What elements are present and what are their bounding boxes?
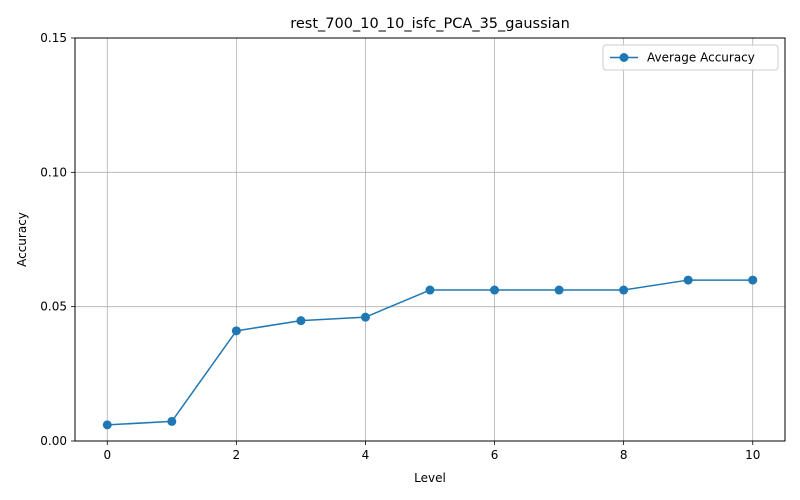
data-point (425, 285, 435, 295)
legend-box (602, 44, 779, 71)
data-point (619, 285, 629, 295)
plot-frame (74, 37, 786, 442)
x-tick-label: 2 (233, 448, 241, 462)
y-tick-label: 0.15 (40, 31, 67, 45)
data-point (554, 285, 564, 295)
legend-marker (619, 53, 629, 62)
x-tick-label: 8 (620, 448, 628, 462)
y-axis-label: Accuracy (15, 212, 29, 267)
y-tick-label: 0.05 (40, 300, 67, 314)
data-point (296, 316, 306, 326)
x-tick-label: 6 (491, 448, 499, 462)
data-point (102, 420, 112, 430)
data-point (167, 416, 177, 426)
data-point (360, 312, 370, 322)
x-tick-label: 0 (103, 448, 111, 462)
legend: Average Accuracy (602, 44, 779, 71)
x-axis-label: Level (414, 471, 446, 485)
series-layer (102, 275, 758, 430)
x-tick-label: 10 (745, 448, 760, 462)
data-point (748, 275, 758, 285)
chart-title: rest_700_10_10_isfc_PCA_35_gaussian (290, 16, 570, 32)
data-point (231, 326, 241, 336)
data-point (490, 285, 500, 295)
data-point (683, 275, 693, 285)
axis-ticks: 0 2 4 6 8 10 0.00 0.05 0.10 0.15 (40, 31, 760, 462)
y-tick-label: 0.00 (40, 434, 67, 448)
y-tick-label: 0.10 (40, 165, 67, 179)
legend-label: Average Accuracy (647, 51, 755, 65)
x-tick-label: 4 (362, 448, 370, 462)
